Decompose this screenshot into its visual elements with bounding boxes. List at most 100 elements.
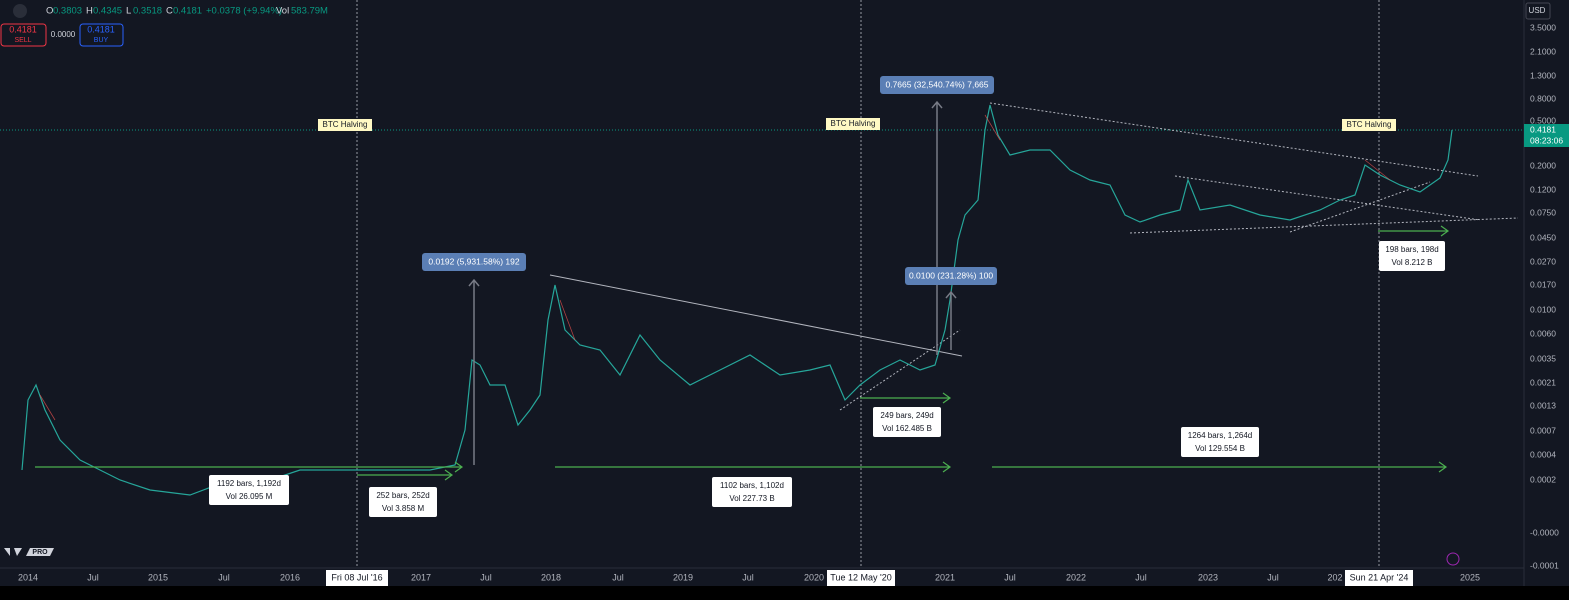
crosshair-date: Sun 21 Apr '24 bbox=[1350, 572, 1409, 582]
price-axis-label: 0.8000 bbox=[1530, 93, 1556, 103]
header-text: 0.3803 bbox=[53, 6, 82, 17]
measure-arrow bbox=[945, 290, 957, 350]
time-axis-label: Jul bbox=[1004, 572, 1016, 582]
crosshair-lines bbox=[356, 0, 1380, 568]
range-arrows bbox=[35, 225, 1450, 481]
price-axis-label: 0.2000 bbox=[1530, 160, 1556, 170]
price-axis-label: 0.0170 bbox=[1530, 279, 1556, 289]
range-box bbox=[873, 407, 941, 437]
time-axis-label: 2014 bbox=[18, 572, 38, 582]
price-axis-label: 0.0002 bbox=[1530, 474, 1556, 484]
header-text: H bbox=[86, 6, 93, 17]
trend-line bbox=[1129, 217, 1519, 234]
range-bars: 1264 bars, 1,264d bbox=[1188, 431, 1253, 440]
time-axis-label: 2018 bbox=[541, 572, 561, 582]
range-box bbox=[1181, 427, 1259, 457]
alert-icon[interactable] bbox=[1446, 552, 1460, 566]
time-axis-label: Jul bbox=[1135, 572, 1147, 582]
range-vol: Vol 227.73 B bbox=[729, 494, 774, 503]
price-axis-label: 0.1200 bbox=[1530, 184, 1556, 194]
sell-button[interactable] bbox=[0, 23, 47, 47]
time-axis-label: 2019 bbox=[673, 572, 693, 582]
sell-label: SELL bbox=[14, 37, 31, 44]
header-text: C bbox=[166, 6, 173, 17]
range-vol: Vol 26.095 M bbox=[226, 492, 273, 501]
range-arrow bbox=[860, 392, 952, 404]
trend-lines bbox=[549, 102, 1519, 411]
range-vol: Vol 3.858 M bbox=[382, 504, 425, 513]
range-arrow bbox=[35, 461, 464, 473]
measure-label: 0.7665 (32,540.74%) 7,665 bbox=[885, 79, 988, 89]
spread: 0.0000 bbox=[51, 30, 76, 39]
time-axis-label: 2020 bbox=[804, 572, 824, 582]
measure-arrow bbox=[931, 100, 943, 355]
header-text: +0.0378 (+9.94%) bbox=[206, 6, 282, 17]
brand: PRO bbox=[32, 549, 48, 556]
price-axis-label: 0.0270 bbox=[1530, 256, 1556, 266]
header-text: O bbox=[46, 6, 53, 17]
measure-label: 0.0100 (231.28%) 100 bbox=[909, 270, 993, 280]
sell-price: 0.4181 bbox=[9, 24, 37, 34]
symbol-icon[interactable] bbox=[13, 4, 27, 18]
time-axis-label: 2015 bbox=[148, 572, 168, 582]
measure-box bbox=[422, 253, 526, 271]
measure-box bbox=[905, 267, 997, 285]
price-axis-label: 0.0007 bbox=[1530, 425, 1556, 435]
trend-line bbox=[1289, 181, 1431, 233]
range-arrow bbox=[1378, 225, 1450, 237]
header-text: 0.4181 bbox=[173, 6, 202, 17]
price-axis-label: 0.0060 bbox=[1530, 328, 1556, 338]
header-text: Vol bbox=[276, 6, 289, 17]
time-axis-label: Jul bbox=[480, 572, 492, 582]
measure-box bbox=[880, 76, 994, 94]
range-arrow bbox=[992, 461, 1448, 473]
bottom-bar bbox=[0, 586, 1569, 600]
price-axis-label: 0.0100 bbox=[1530, 304, 1556, 314]
range-bars: 1192 bars, 1,192d bbox=[217, 479, 281, 488]
time-axis-label: 202 bbox=[1327, 572, 1342, 582]
time-axis-label: Jul bbox=[612, 572, 624, 582]
time-axis-label: 2016 bbox=[280, 572, 300, 582]
price-trace bbox=[21, 104, 1453, 496]
buy-price: 0.4181 bbox=[87, 24, 115, 34]
time-axis-label: 2022 bbox=[1066, 572, 1086, 582]
time-axis-label: 2021 bbox=[935, 572, 955, 582]
range-vol: Vol 162.485 B bbox=[882, 424, 932, 433]
time-axis-label: 2017 bbox=[411, 572, 431, 582]
price-axis-label: -0.0001 bbox=[1530, 560, 1559, 570]
measure-arrow bbox=[468, 278, 480, 465]
range-box bbox=[209, 475, 289, 505]
range-box bbox=[1379, 241, 1445, 271]
range-arrow bbox=[555, 461, 952, 473]
header-text: 583.79M bbox=[291, 6, 328, 17]
time-axis-label: Jul bbox=[218, 572, 230, 582]
trend-line bbox=[1174, 175, 1481, 221]
halving-box bbox=[1342, 119, 1396, 131]
logo bbox=[4, 548, 54, 556]
crosshair-date-box bbox=[1345, 570, 1413, 586]
price-axis-label: 0.0450 bbox=[1530, 232, 1556, 242]
range-bars: 249 bars, 249d bbox=[880, 411, 933, 420]
range-bars: 198 bars, 198d bbox=[1385, 245, 1438, 254]
price-axis-label: 0.0021 bbox=[1530, 377, 1556, 387]
currency: USD bbox=[1529, 6, 1546, 15]
time-axis-label: Jul bbox=[87, 572, 99, 582]
countdown: 08:23:06 bbox=[1530, 135, 1563, 145]
crosshair-date: Fri 08 Jul '16 bbox=[331, 572, 382, 582]
price-axis-label: 1.3000 bbox=[1530, 70, 1556, 80]
crosshair-date-box bbox=[827, 570, 895, 586]
crosshair-date-box bbox=[326, 570, 388, 586]
crosshair-date: Tue 12 May '20 bbox=[830, 572, 891, 582]
buy-button[interactable] bbox=[79, 23, 124, 47]
price-axis-label: 2.1000 bbox=[1530, 46, 1556, 56]
range-box bbox=[712, 477, 792, 507]
price-axis-label: 0.5000 bbox=[1530, 115, 1556, 125]
currency-button[interactable] bbox=[1525, 2, 1551, 20]
last-price-badge bbox=[1524, 124, 1569, 147]
measure-label: 0.0192 (5,931.58%) 192 bbox=[428, 256, 519, 266]
price-axis-label: 0.0013 bbox=[1530, 400, 1556, 410]
price-axis-label: 0.0004 bbox=[1530, 449, 1556, 459]
range-box bbox=[369, 487, 437, 517]
